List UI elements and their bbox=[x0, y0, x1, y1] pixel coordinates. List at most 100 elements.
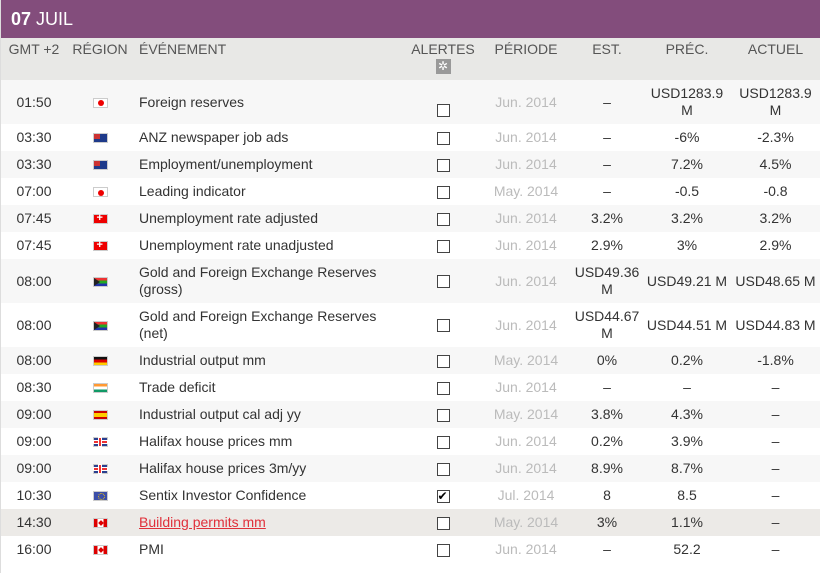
alert-checkbox[interactable] bbox=[436, 103, 450, 117]
alert-checkbox[interactable] bbox=[436, 408, 450, 422]
event-time: 09:00 bbox=[1, 428, 67, 455]
period: Jun. 2014 bbox=[481, 151, 571, 178]
alert-checkbox[interactable] bbox=[436, 354, 450, 368]
event-label[interactable]: Industrial output mm bbox=[139, 352, 266, 368]
event-label[interactable]: Halifax house prices mm bbox=[139, 433, 293, 449]
table-row[interactable]: 16:00 PMI Jun. 2014 – 52.2 – bbox=[1, 536, 820, 563]
event-name[interactable]: PMI bbox=[133, 536, 405, 563]
event-name[interactable]: Leading indicator bbox=[133, 178, 405, 205]
table-row[interactable]: 03:30 ANZ newspaper job ads Jun. 2014 – … bbox=[1, 124, 820, 151]
table-row[interactable]: 08:00 Gold and Foreign Exchange Reserves… bbox=[1, 259, 820, 303]
alert-checkbox[interactable] bbox=[436, 435, 450, 449]
estimate: – bbox=[571, 151, 643, 178]
estimate: – bbox=[571, 80, 643, 124]
previous: 1.1% bbox=[643, 509, 731, 536]
flag-eu-icon bbox=[92, 491, 108, 502]
event-label[interactable]: Unemployment rate adjusted bbox=[139, 210, 318, 226]
event-name[interactable]: Gold and Foreign Exchange Reserves (gros… bbox=[133, 259, 405, 303]
alert-checkbox[interactable] bbox=[436, 212, 450, 226]
actual: 4.5% bbox=[731, 151, 820, 178]
event-name[interactable]: Employment/unemployment bbox=[133, 151, 405, 178]
estimate: – bbox=[571, 178, 643, 205]
alert-checkbox[interactable] bbox=[436, 488, 450, 505]
actual: 3.2% bbox=[731, 205, 820, 232]
region bbox=[67, 151, 133, 178]
alert-checkbox[interactable] bbox=[436, 543, 450, 557]
alerts-label: ALERTES bbox=[411, 41, 475, 57]
period: May. 2014 bbox=[481, 347, 571, 374]
economic-calendar-table: GMT +2 RÉGION ÉVÉNEMENT ALERTES ✲ PÉRIODE… bbox=[1, 38, 820, 563]
table-row[interactable]: 14:30 Building permits mm May. 2014 3% 1… bbox=[1, 509, 820, 536]
period: Jun. 2014 bbox=[481, 536, 571, 563]
event-label[interactable]: Employment/unemployment bbox=[139, 156, 313, 172]
event-label[interactable]: Foreign reserves bbox=[139, 93, 245, 110]
alert-checkbox[interactable] bbox=[436, 516, 450, 530]
event-name[interactable]: Unemployment rate adjusted bbox=[133, 205, 405, 232]
event-link[interactable]: Building permits mm bbox=[139, 514, 266, 530]
flag-ca-icon bbox=[92, 545, 108, 556]
period: Jun. 2014 bbox=[481, 428, 571, 455]
event-label[interactable]: Trade deficit bbox=[139, 379, 216, 395]
alert-cell bbox=[405, 509, 481, 536]
event-name[interactable]: Halifax house prices mm bbox=[133, 428, 405, 455]
event-name[interactable]: Halifax house prices 3m/yy bbox=[133, 455, 405, 482]
table-row[interactable]: 03:30 Employment/unemployment Jun. 2014 … bbox=[1, 151, 820, 178]
table-row[interactable]: 09:00 Halifax house prices mm Jun. 2014 … bbox=[1, 428, 820, 455]
actual: – bbox=[731, 401, 820, 428]
region bbox=[67, 536, 133, 563]
table-row[interactable]: 07:45 Unemployment rate unadjusted Jun. … bbox=[1, 232, 820, 259]
event-label[interactable]: Leading indicator bbox=[139, 183, 246, 199]
alert-checkbox[interactable] bbox=[436, 131, 450, 145]
event-name[interactable]: Sentix Investor Confidence bbox=[133, 482, 405, 509]
event-label[interactable]: PMI bbox=[139, 541, 164, 557]
period: Jun. 2014 bbox=[481, 303, 571, 347]
table-row[interactable]: 08:30 Trade deficit Jun. 2014 – – – bbox=[1, 374, 820, 401]
table-row[interactable]: 10:30 Sentix Investor Confidence Jul. 20… bbox=[1, 482, 820, 509]
region bbox=[67, 80, 133, 124]
event-label[interactable]: Halifax house prices 3m/yy bbox=[139, 460, 307, 476]
event-label[interactable]: Sentix Investor Confidence bbox=[139, 487, 307, 503]
table-row[interactable]: 07:00 Leading indicator May. 2014 – -0.5… bbox=[1, 178, 820, 205]
flag-za-icon bbox=[92, 276, 108, 287]
event-name[interactable]: Gold and Foreign Exchange Reserves (net) bbox=[133, 303, 405, 347]
event-label[interactable]: Gold and Foreign Exchange Reserves (gros… bbox=[139, 264, 377, 297]
table-row[interactable]: 08:00 Industrial output mm May. 2014 0% … bbox=[1, 347, 820, 374]
event-name[interactable]: Trade deficit bbox=[133, 374, 405, 401]
event-name[interactable]: Industrial output mm bbox=[133, 347, 405, 374]
col-actual: ACTUEL bbox=[731, 38, 820, 80]
event-label[interactable]: Unemployment rate unadjusted bbox=[139, 237, 334, 253]
event-label[interactable]: Gold and Foreign Exchange Reserves (net) bbox=[139, 308, 377, 341]
event-label[interactable]: ANZ newspaper job ads bbox=[139, 129, 289, 145]
event-name[interactable]: Industrial output cal adj yy bbox=[133, 401, 405, 428]
event-time: 03:30 bbox=[1, 124, 67, 151]
event-name[interactable]: ANZ newspaper job ads bbox=[133, 124, 405, 151]
alert-checkbox[interactable] bbox=[436, 158, 450, 172]
event-name[interactable]: Building permits mm bbox=[133, 509, 405, 536]
event-time: 08:00 bbox=[1, 259, 67, 303]
table-row[interactable]: 01:50 Foreign reserves Jun. 2014 – USD12… bbox=[1, 80, 820, 124]
event-label[interactable]: Industrial output cal adj yy bbox=[139, 406, 301, 422]
alert-cell bbox=[405, 259, 481, 303]
event-name[interactable]: Foreign reserves bbox=[133, 80, 405, 124]
table-row[interactable]: 08:00 Gold and Foreign Exchange Reserves… bbox=[1, 303, 820, 347]
alert-checkbox[interactable] bbox=[436, 381, 450, 395]
period: Jun. 2014 bbox=[481, 205, 571, 232]
gear-icon[interactable]: ✲ bbox=[435, 59, 451, 74]
event-name[interactable]: Unemployment rate unadjusted bbox=[133, 232, 405, 259]
event-time: 07:00 bbox=[1, 178, 67, 205]
previous: 0.2% bbox=[643, 347, 731, 374]
alert-checkbox[interactable] bbox=[436, 239, 450, 253]
alert-checkbox[interactable] bbox=[436, 275, 450, 289]
col-event: ÉVÉNEMENT bbox=[133, 38, 405, 80]
table-row[interactable]: 09:00 Industrial output cal adj yy May. … bbox=[1, 401, 820, 428]
previous: – bbox=[643, 374, 731, 401]
period: Jun. 2014 bbox=[481, 374, 571, 401]
alert-checkbox[interactable] bbox=[436, 462, 450, 476]
period: Jun. 2014 bbox=[481, 259, 571, 303]
region bbox=[67, 124, 133, 151]
alert-checkbox[interactable] bbox=[436, 319, 450, 333]
table-row[interactable]: 07:45 Unemployment rate adjusted Jun. 20… bbox=[1, 205, 820, 232]
estimate: 3.8% bbox=[571, 401, 643, 428]
table-row[interactable]: 09:00 Halifax house prices 3m/yy Jun. 20… bbox=[1, 455, 820, 482]
alert-checkbox[interactable] bbox=[436, 185, 450, 199]
